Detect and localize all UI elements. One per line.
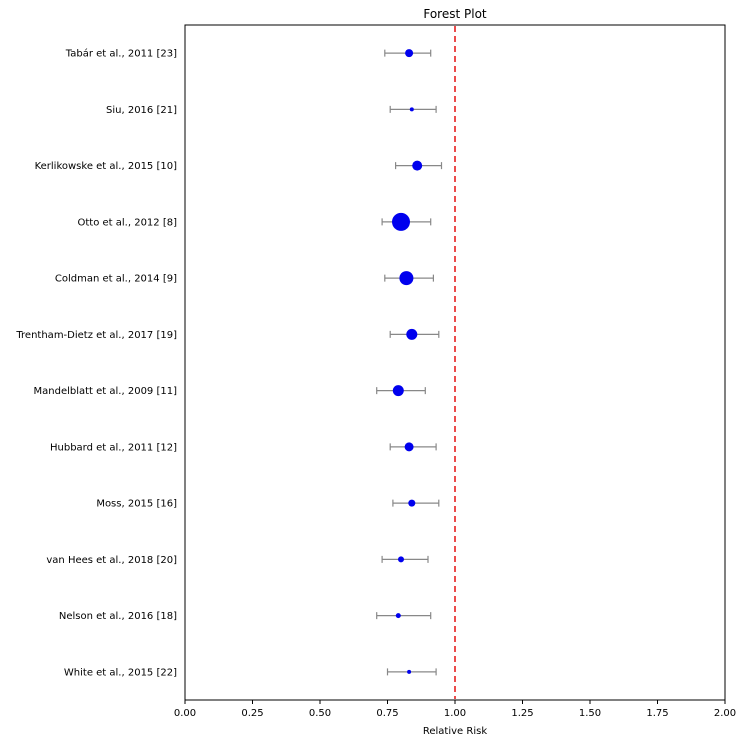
point-estimate-marker — [405, 49, 414, 58]
x-tick-label: 1.25 — [511, 708, 533, 719]
study-label: Kerlikowske et al., 2015 [10] — [35, 161, 178, 172]
point-estimate-marker — [392, 385, 404, 397]
x-tick-label: 1.00 — [444, 708, 466, 719]
x-tick-label: 0.50 — [309, 708, 331, 719]
study-label: Coldman et al., 2014 [9] — [55, 274, 177, 285]
plot-content: 0.00 0.25 0.50 0.75 1.00 1.25 1.50 1.75 2.00 Tabá… — [15, 24, 736, 719]
point-estimate-marker — [404, 442, 414, 452]
x-tick-label: 0.25 — [241, 708, 263, 719]
x-tick-label: 1.75 — [646, 708, 668, 719]
point-estimate-marker — [392, 212, 410, 231]
point-estimate-marker — [399, 271, 414, 286]
x-tick-label: 2.00 — [714, 708, 736, 719]
x-tick-label: 0.75 — [376, 708, 398, 719]
point-estimate-marker — [408, 499, 416, 507]
point-estimate-marker — [406, 328, 418, 340]
study-label: Tabár et al., 2011 [23] — [65, 48, 177, 60]
study-label: van Hees et al., 2018 [20] — [46, 555, 177, 566]
study-label: Moss, 2015 [16] — [96, 499, 177, 510]
point-estimate-marker — [412, 160, 423, 171]
study-label: Hubbard et al., 2011 [12] — [50, 442, 177, 453]
point-estimate-marker — [398, 556, 404, 563]
point-estimate-marker — [409, 107, 414, 112]
point-estimate-marker — [407, 669, 412, 674]
study-label: Nelson et al., 2016 [18] — [59, 611, 177, 622]
x-tick-label: 1.50 — [579, 708, 601, 719]
study-label: Otto et al., 2012 [8] — [78, 217, 178, 228]
study-label: White et al., 2015 [22] — [64, 667, 177, 678]
study-label: Siu, 2016 [21] — [106, 105, 177, 116]
point-estimate-marker — [395, 613, 401, 619]
study-label: Mandelblatt et al., 2009 [11] — [34, 386, 178, 397]
x-tick-label: 0.00 — [174, 708, 196, 719]
x-axis-label: Relative Risk — [423, 726, 487, 737]
study-label: Trentham-Dietz et al., 2017 [19] — [15, 330, 177, 341]
chart-title: Forest Plot — [423, 7, 487, 21]
